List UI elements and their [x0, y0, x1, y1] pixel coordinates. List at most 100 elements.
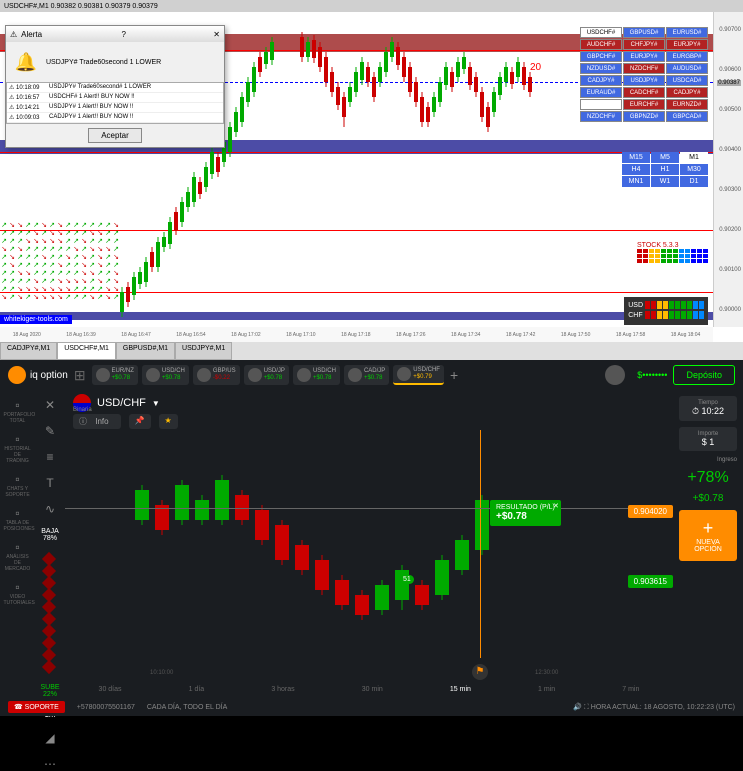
annotation-20: 20 [530, 62, 541, 73]
timeframe-button[interactable]: W1 [651, 176, 679, 187]
alert-row[interactable]: ⚠ 10:16:57USDCHF# 1 Alert!! BUY NOW !! [7, 93, 223, 103]
pin-icon[interactable]: 📌 [129, 414, 151, 429]
text-icon[interactable]: T [46, 476, 53, 490]
pair-button[interactable]: USDCAD# [666, 75, 708, 86]
pair-button[interactable]: CHFJPY# [623, 39, 665, 50]
chart-type-icon[interactable]: ◢ [45, 731, 54, 745]
alert-row[interactable]: ⚠ 10:09:03CADJPY# 1 Alert!! BUY NOW !! [7, 113, 223, 123]
star-icon[interactable]: ★ [159, 414, 178, 429]
pair-button[interactable]: CADCHF# [623, 87, 665, 98]
tf-option[interactable]: 1 día [189, 686, 205, 693]
timeframe-button[interactable]: D1 [680, 176, 708, 187]
chart-tab[interactable]: USDJPY#,M1 [175, 342, 232, 360]
tf-option[interactable]: 1 min [538, 686, 555, 693]
pair-header[interactable]: USD/CHF▼ Binaria [73, 394, 160, 412]
arrow-up-icon: ↗ [72, 286, 80, 294]
close-result-icon[interactable]: ✕ [553, 502, 559, 510]
pair-button[interactable]: GBPNZD# [623, 111, 665, 122]
pair-button[interactable]: EURJPY# [623, 51, 665, 62]
pair-button[interactable]: EURNZD# [666, 99, 708, 110]
asset-tab[interactable]: USD/CH+$0.78 [142, 365, 189, 385]
arrow-up-icon: ↗ [16, 278, 24, 286]
pair-button[interactable]: EURAUD# [580, 87, 622, 98]
timeframe-button[interactable]: M15 [622, 152, 650, 163]
nav-item[interactable]: ▫TABLA DE POSICIONES [4, 506, 32, 532]
pair-button[interactable] [580, 99, 622, 110]
badge-51: 51 [400, 575, 414, 584]
tf-option[interactable]: 30 días [99, 686, 122, 693]
chart-tab[interactable]: USDCHF#,M1 [57, 342, 116, 360]
stock-indicator: STOCK 5.3.3 [637, 242, 708, 263]
asset-tab[interactable]: USD/CHF+$0.79 [393, 365, 444, 385]
chart-tab[interactable]: GBPUSD#,M1 [116, 342, 175, 360]
chart-tab[interactable]: CADJPY#,M1 [0, 342, 57, 360]
iq-logo[interactable]: iq option [8, 366, 68, 384]
close-icon[interactable]: ✕ [213, 30, 220, 39]
pair-button[interactable]: NZDUSD# [580, 63, 622, 74]
pair-button[interactable]: GBPCAD# [666, 111, 708, 122]
pair-button[interactable]: NZDCHF# [580, 111, 622, 122]
accept-button[interactable]: Aceptar [88, 128, 142, 143]
pair-button[interactable]: CADJPY# [666, 87, 708, 98]
new-option-button[interactable]: + NUEVA OPCIÓN [679, 510, 737, 561]
pair-button[interactable]: USDJPY# [623, 75, 665, 86]
timeframe-button[interactable]: M1 [680, 152, 708, 163]
timeframe-button[interactable]: H1 [651, 164, 679, 175]
more-icon[interactable]: ⋯ [44, 757, 56, 771]
time-panel[interactable]: Tiempo ⏱ 10:22 [679, 396, 737, 421]
arrow-down-icon: ↘ [40, 238, 48, 246]
arrow-down-icon: ↘ [88, 246, 96, 254]
tf-option[interactable]: 30 min [362, 686, 383, 693]
timeframe-button[interactable]: H4 [622, 164, 650, 175]
help-icon[interactable]: ? [121, 30, 125, 39]
balance[interactable]: $•••••••• [637, 370, 667, 380]
pair-button[interactable]: GBPCHF# [580, 51, 622, 62]
arrow-down-icon: ↘ [32, 230, 40, 238]
iq-chart[interactable]: USD/CHF▼ Binaria ⓘ Info 📌 ★ RESULTADO (P… [65, 390, 673, 698]
tf-option[interactable]: 15 min [450, 686, 471, 693]
asset-tab[interactable]: USD/JP+$0.78 [244, 365, 289, 385]
pair-button[interactable]: NZDCHF# [623, 63, 665, 74]
timeframe-button[interactable]: M30 [680, 164, 708, 175]
pair-button[interactable]: CADJPY# [580, 75, 622, 86]
pair-button[interactable]: AUDCHF# [580, 39, 622, 50]
asset-tab[interactable]: GBP/US-$0.22 [193, 365, 240, 385]
pair-button[interactable]: EURJPY# [666, 39, 708, 50]
pair-button[interactable]: USDCHF# [580, 27, 622, 38]
alert-list[interactable]: ⚠ 10:18:09USDJPY# Trade60second# 1 LOWER… [6, 82, 224, 124]
timeframe-button[interactable]: MN1 [622, 176, 650, 187]
avatar[interactable] [605, 365, 625, 385]
add-asset-icon[interactable]: + [450, 367, 458, 383]
levels-icon[interactable]: ≡ [46, 450, 53, 464]
tf-option[interactable]: 3 horas [271, 686, 294, 693]
alert-row[interactable]: ⚠ 10:14:21USDJPY# 1 Alert!! BUY NOW !! [7, 103, 223, 113]
asset-tab[interactable]: USD/CH+$0.78 [293, 365, 340, 385]
close-tool-icon[interactable]: ✕ [45, 398, 55, 412]
arrow-up-icon: ↗ [24, 262, 32, 270]
support-button[interactable]: ☎ SOPORTE [8, 701, 65, 713]
asset-tab[interactable]: EUR/NZ+$0.78 [92, 365, 138, 385]
nav-item[interactable]: ▫HISTORIAL DE TRADING [4, 432, 32, 464]
tf-option[interactable]: 7 min [622, 686, 639, 693]
info-button[interactable]: ⓘ Info [73, 414, 121, 429]
grid-icon[interactable]: ⊞ [74, 367, 86, 384]
pair-button[interactable]: AUDUSD# [666, 63, 708, 74]
pair-button[interactable]: EURGBP# [666, 51, 708, 62]
indicator-icon[interactable]: ∿ [45, 502, 55, 516]
nav-item[interactable]: ▫PORTAFOLIO TOTAL [4, 398, 32, 424]
alert-titlebar[interactable]: ⚠ Alerta ? ✕ [6, 26, 224, 42]
alert-row[interactable]: ⚠ 10:18:09USDJPY# Trade60second# 1 LOWER [7, 83, 223, 93]
arrow-up-icon: ↗ [8, 286, 16, 294]
amount-panel[interactable]: Importe $ 1 [679, 427, 737, 451]
pencil-icon[interactable]: ✎ [45, 424, 55, 438]
nav-item[interactable]: ▫CHATS Y SOPORTE [4, 472, 32, 498]
nav-item[interactable]: ▫ANÁLISIS DE MERCADO [4, 540, 32, 572]
pair-button[interactable]: GBPUSD# [623, 27, 665, 38]
pair-button[interactable]: EURUSD# [666, 27, 708, 38]
arrow-down-icon: ↘ [96, 230, 104, 238]
timeframe-button[interactable]: M5 [651, 152, 679, 163]
deposit-button[interactable]: Depósito [673, 365, 735, 385]
nav-item[interactable]: ▫VIDEO TUTORIALES [4, 580, 32, 606]
asset-tab[interactable]: CAD/JP+$0.78 [344, 365, 389, 385]
pair-button[interactable]: EURCHF# [623, 99, 665, 110]
